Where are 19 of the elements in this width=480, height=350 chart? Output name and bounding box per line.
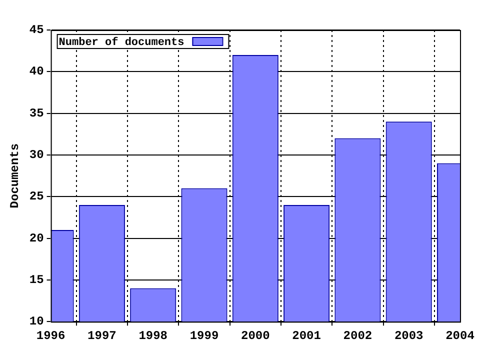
y-tick-label: 45 [29,23,44,38]
x-tick-label: 2003 [394,328,424,343]
legend-label: Number of documents [58,36,184,49]
y-axis-title: Documents [8,143,22,208]
y-tick-label: 40 [29,64,44,79]
x-tick-label: 1999 [190,328,219,343]
x-tick-label: 2000 [240,328,270,343]
x-tick-label: 2004 [446,328,474,343]
y-tick-label: 30 [29,148,44,162]
y-tick-label: 35 [29,106,44,120]
x-tick-label: 1996 [36,328,66,343]
x-tick-label: 2001 [292,328,321,343]
x-tick-label: 1998 [138,328,168,343]
y-tick-label: 25 [29,190,44,204]
x-tick-label: 2002 [343,328,372,343]
y-tick-label: 20 [29,231,44,246]
x-tick-label: 1997 [88,328,116,343]
y-tick-label: 15 [29,272,44,287]
y-tick-label: 10 [29,314,44,329]
